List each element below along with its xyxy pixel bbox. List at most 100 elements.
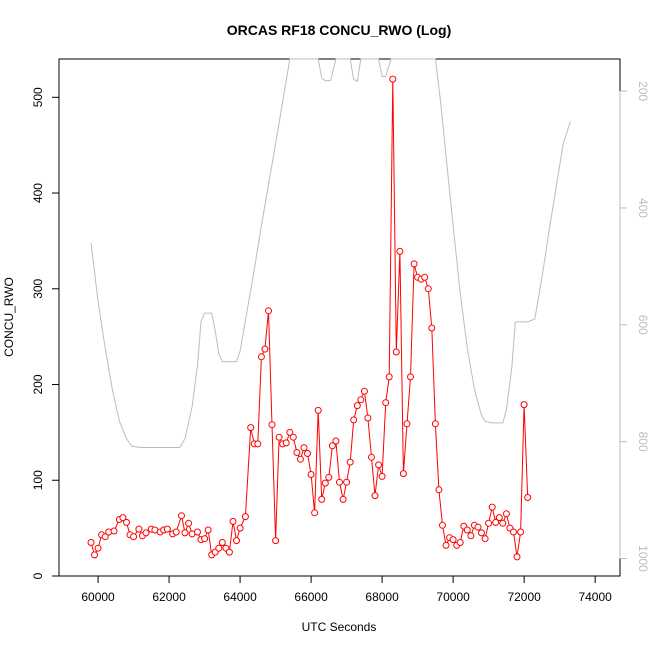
x-tick-label: 68000 [365, 590, 399, 604]
data-point [300, 444, 308, 452]
red-series-line [90, 79, 529, 557]
data-point [467, 532, 475, 540]
x-tick-label: 62000 [152, 590, 186, 604]
x-tick-label: 70000 [436, 590, 470, 604]
x-tick-label: 64000 [223, 590, 257, 604]
data-point [378, 472, 386, 480]
data-point [201, 535, 209, 543]
data-point [119, 514, 127, 522]
data-point [130, 533, 138, 541]
x-axis-label: UTC Seconds [302, 620, 377, 634]
red-series-layer [87, 75, 532, 561]
data-point [257, 353, 265, 361]
data-point [396, 247, 404, 255]
data-point [254, 440, 262, 448]
data-point [286, 428, 294, 436]
data-point [110, 527, 118, 535]
y-axis: 0 100 200 300 400 500 [31, 87, 60, 579]
data-point [456, 539, 464, 546]
data-point [495, 514, 503, 522]
grey-series-layer [90, 58, 571, 448]
data-point [289, 433, 297, 441]
data-point [353, 402, 361, 410]
x-tick-label: 60000 [81, 590, 115, 604]
y-tick-label: 500 [31, 87, 45, 107]
y-tick-label: 300 [31, 278, 45, 298]
data-point [492, 518, 500, 526]
y-axis-label: CONCU_RWO [2, 277, 16, 357]
data-point [215, 544, 223, 552]
right-tick-label: 400 [636, 198, 650, 218]
data-point [399, 470, 407, 478]
data-point [332, 437, 340, 445]
data-point [357, 396, 365, 404]
right-tick-label: 1000 [636, 545, 650, 572]
data-point [431, 420, 439, 428]
data-point [178, 512, 185, 520]
data-point [463, 526, 471, 534]
x-tick-label: 66000 [294, 590, 328, 604]
data-point [421, 273, 429, 281]
data-point [449, 536, 457, 544]
data-point [265, 307, 272, 315]
data-point [304, 450, 311, 457]
data-point [339, 495, 347, 503]
data-point [311, 509, 319, 517]
data-point [94, 544, 102, 552]
x-tick-label: 74000 [578, 590, 612, 604]
data-point [229, 517, 237, 525]
data-point [474, 523, 482, 531]
data-point [268, 421, 276, 429]
x-axis: 60000 62000 64000 66000 68000 70000 72000 74000 [81, 575, 612, 604]
data-point [282, 439, 290, 447]
data-point [123, 518, 130, 526]
data-point [385, 373, 393, 381]
y-tick-label: 200 [31, 374, 45, 394]
right-tick-label: 800 [636, 432, 650, 452]
data-point [428, 324, 436, 332]
data-point [172, 528, 180, 536]
data-point [261, 345, 269, 353]
data-point [314, 406, 322, 414]
data-point [520, 401, 528, 409]
data-point [499, 519, 507, 527]
data-point [368, 453, 375, 461]
data-point [407, 373, 414, 381]
x-tick-label: 72000 [507, 590, 541, 604]
data-point [439, 521, 446, 529]
data-point [87, 539, 95, 546]
data-point [247, 424, 255, 432]
grey-series-line [90, 58, 571, 448]
y-tick-label: 100 [31, 470, 45, 490]
data-point [392, 348, 400, 356]
data-point [236, 524, 244, 532]
data-point [435, 486, 443, 494]
data-point [318, 495, 326, 503]
right-tick-label: 200 [636, 81, 650, 101]
data-point [510, 528, 517, 536]
data-point [204, 526, 212, 534]
data-point [488, 503, 496, 511]
data-point [233, 537, 240, 545]
data-point [293, 449, 301, 456]
data-point [478, 529, 485, 537]
data-point [185, 519, 193, 527]
data-point [485, 519, 493, 527]
data-point [364, 414, 372, 422]
data-point [142, 529, 150, 537]
data-point [218, 539, 226, 546]
right-tick-label: 600 [636, 315, 650, 335]
data-point [91, 551, 98, 559]
data-point [296, 455, 304, 463]
right-axis: 200 400 600 800 1000 [619, 81, 650, 572]
data-point [481, 535, 489, 543]
data-point [524, 494, 532, 501]
data-point [181, 529, 189, 537]
data-point [350, 416, 358, 424]
data-point [272, 537, 280, 545]
data-point [194, 528, 201, 536]
data-point [424, 285, 432, 293]
data-point [442, 541, 450, 549]
data-point [360, 387, 368, 395]
